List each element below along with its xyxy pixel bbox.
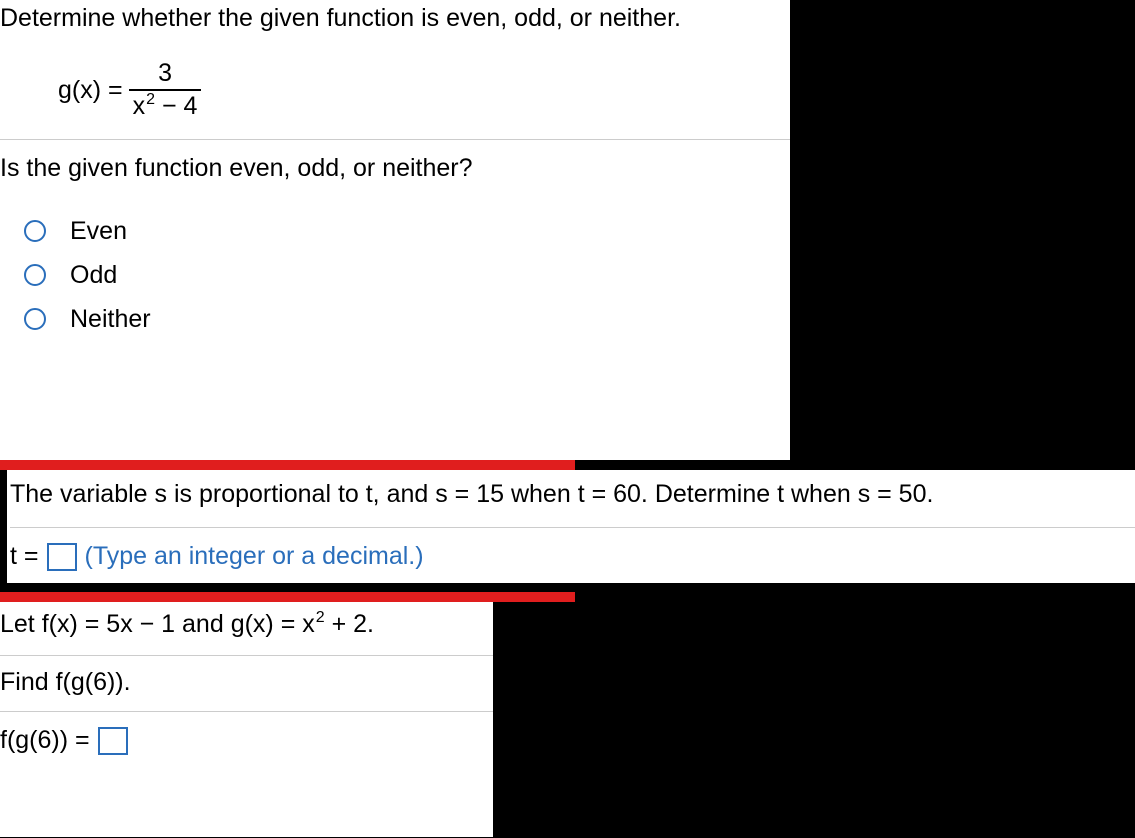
option-neither[interactable]: Neither	[24, 297, 790, 341]
p2-text: The variable s is proportional to t, and…	[10, 480, 1135, 509]
radio-icon[interactable]	[24, 264, 46, 286]
answer-input[interactable]	[98, 727, 128, 755]
radio-icon[interactable]	[24, 308, 46, 330]
separator-bar	[0, 592, 575, 602]
p3-answer-line: f(g(6)) =	[0, 724, 493, 767]
p1-question: Is the given function even, odd, or neit…	[0, 154, 790, 183]
p1-function: g(x) = 3 x2 − 4	[0, 33, 790, 133]
p3-prompt: Find f(g(6)).	[0, 668, 493, 697]
p3-line1a: Let f(x) = 5x − 1 and g(x) = x	[0, 610, 315, 638]
p3-line1b: + 2.	[325, 610, 374, 638]
option-even[interactable]: Even	[24, 209, 790, 253]
problem-2-panel: The variable s is proportional to t, and…	[7, 470, 1135, 583]
divider	[0, 139, 790, 140]
radio-icon[interactable]	[24, 220, 46, 242]
p1-denominator: x2 − 4	[129, 91, 202, 119]
p1-fraction: 3 x2 − 4	[129, 61, 202, 119]
p2-answer-line: t = (Type an integer or a decimal.)	[10, 542, 1135, 583]
option-label: Even	[70, 217, 127, 246]
p1-lhs: g(x) =	[58, 76, 123, 105]
option-label: Odd	[70, 261, 117, 290]
denom-exponent: 2	[146, 91, 155, 108]
option-odd[interactable]: Odd	[24, 253, 790, 297]
problem-1-panel: Determine whether the given function is …	[0, 0, 790, 460]
problem-3-panel: Let f(x) = 5x − 1 and g(x) = x2 + 2. Fin…	[0, 602, 493, 837]
option-label: Neither	[70, 305, 151, 334]
answer-prefix: f(g(6)) =	[0, 726, 90, 755]
divider	[10, 527, 1135, 528]
divider	[0, 711, 493, 712]
p3-exponent: 2	[316, 609, 325, 626]
answer-hint: (Type an integer or a decimal.)	[85, 542, 424, 571]
p1-instruction: Determine whether the given function is …	[0, 4, 790, 33]
denom-var: x	[133, 92, 146, 120]
answer-input[interactable]	[47, 543, 77, 571]
divider	[0, 655, 493, 656]
answer-prefix: t =	[10, 542, 39, 571]
separator-bar	[0, 460, 575, 470]
p3-definitions: Let f(x) = 5x − 1 and g(x) = x2 + 2.	[0, 610, 493, 641]
p1-options: Even Odd Neither	[0, 183, 790, 341]
p1-numerator: 3	[154, 61, 176, 89]
denom-tail: − 4	[155, 92, 197, 120]
